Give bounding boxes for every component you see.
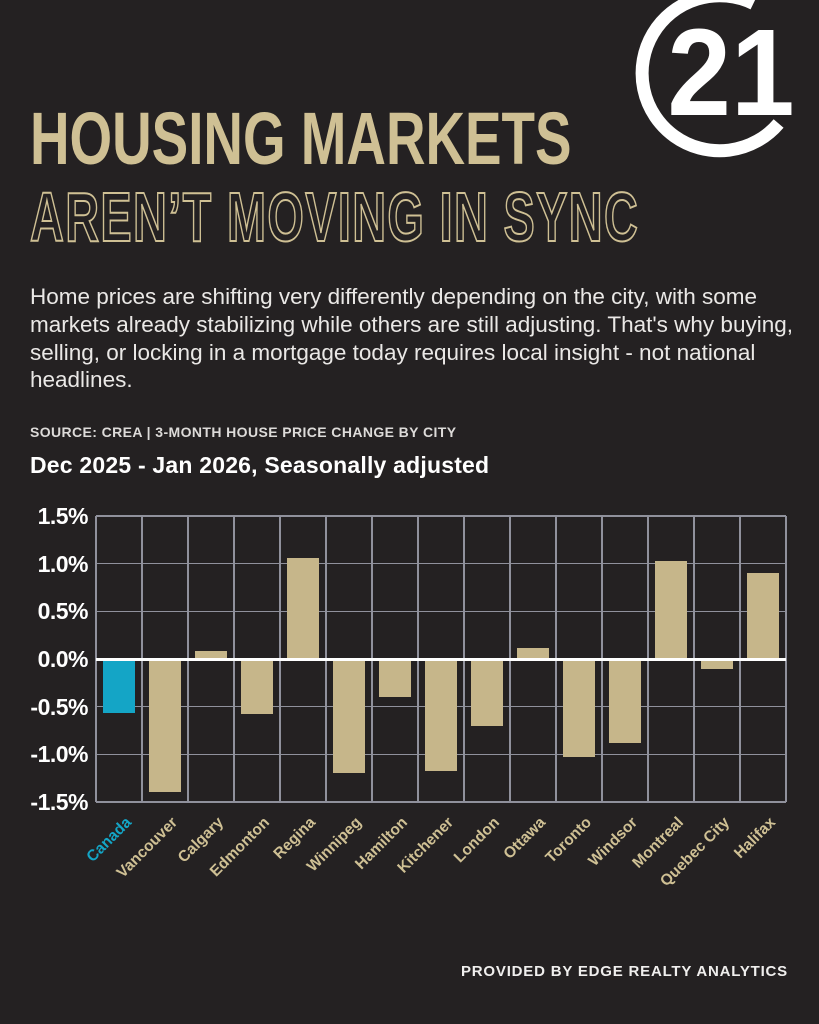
- footer-credit: PROVIDED BY EDGE REALTY ANALYTICS: [460, 963, 788, 980]
- x-axis-label-toronto: Toronto: [542, 814, 596, 867]
- gridline-vertical: [739, 516, 741, 802]
- x-axis-label-edmonton: Edmonton: [206, 814, 274, 881]
- gridline-vertical: [95, 516, 97, 802]
- x-axis-label-montreal: Montreal: [629, 814, 688, 872]
- x-axis-label-windsor: Windsor: [585, 814, 642, 870]
- bar-toronto: [563, 659, 595, 758]
- bar-edmonton: [241, 659, 273, 715]
- gridline-horizontal: [96, 705, 786, 708]
- gridline-vertical: [647, 516, 649, 802]
- x-axis-label-london: London: [450, 814, 504, 867]
- chart-title: Dec 2025 - Jan 2026, Seasonally adjusted: [30, 452, 490, 478]
- bar-canada: [103, 659, 135, 714]
- bar-windsor: [609, 659, 641, 743]
- bar-ottawa: [517, 647, 549, 659]
- gridline-horizontal: [96, 801, 786, 803]
- x-axis-label-quebec-city: Quebec City: [657, 814, 734, 890]
- x-axis-label-winnipeg: Winnipeg: [303, 814, 366, 876]
- gridline-vertical: [371, 516, 373, 802]
- y-axis-label: 0.5%: [37, 598, 89, 625]
- x-axis-label-regina: Regina: [270, 814, 320, 863]
- bar-calgary: [195, 651, 227, 659]
- x-axis-label-ottawa: Ottawa: [500, 814, 550, 863]
- gridline-vertical: [187, 516, 189, 802]
- gridline-horizontal: [96, 753, 786, 756]
- y-axis-label: 1.0%: [37, 550, 89, 577]
- bar-hamilton: [379, 659, 411, 698]
- y-axis-label: 1.5%: [37, 503, 89, 529]
- bar-halifax: [747, 573, 779, 659]
- logo-number: 21: [667, 4, 794, 142]
- y-axis-label: 0.0%: [37, 646, 89, 672]
- x-axis-label-canada: Canada: [83, 814, 136, 866]
- x-axis-label-kitchener: Kitchener: [394, 814, 458, 877]
- gridline-vertical: [417, 516, 419, 802]
- gridline-vertical: [233, 516, 235, 802]
- bar-regina: [287, 557, 319, 659]
- zero-line: [96, 657, 786, 661]
- x-axis-label-hamilton: Hamilton: [352, 814, 412, 873]
- bar-montreal: [655, 560, 687, 659]
- plot-area: [95, 515, 787, 803]
- page-title: HOUSING MARKETS AREN’T MOVING IN SYNC: [29, 97, 819, 256]
- gridline-vertical: [279, 516, 281, 802]
- y-axis-label: -1.5%: [30, 789, 88, 815]
- gridline-vertical: [141, 516, 143, 802]
- x-axis-label-calgary: Calgary: [174, 814, 228, 867]
- y-axis-label: -0.5%: [30, 693, 88, 720]
- gridline-horizontal: [96, 610, 786, 613]
- gridline-horizontal: [96, 562, 786, 565]
- x-axis-label-vancouver: Vancouver: [113, 814, 182, 882]
- bar-quebec-city: [701, 659, 733, 669]
- title-line-2: AREN’T MOVING IN SYNC: [29, 178, 640, 256]
- gridline-vertical: [509, 516, 511, 802]
- bar-winnipeg: [333, 659, 365, 774]
- title-line-1: HOUSING MARKETS: [30, 97, 572, 180]
- bar-kitchener: [425, 659, 457, 772]
- gridline-vertical: [693, 516, 695, 802]
- gridline-vertical: [555, 516, 557, 802]
- bar-london: [471, 659, 503, 726]
- intro-paragraph: Home prices are shifting very differentl…: [30, 284, 793, 393]
- gridline-horizontal: [96, 515, 786, 517]
- y-axis-label: -1.0%: [30, 741, 88, 768]
- gridline-vertical: [325, 516, 327, 802]
- gridline-vertical: [785, 516, 787, 802]
- gridline-vertical: [601, 516, 603, 802]
- century21-logo-icon: 21: [635, 0, 795, 158]
- source-line: SOURCE: CREA | 3-MONTH HOUSE PRICE CHANG…: [30, 424, 457, 440]
- bar-vancouver: [149, 659, 181, 793]
- x-axis-label-halifax: Halifax: [731, 814, 780, 862]
- gridline-vertical: [463, 516, 465, 802]
